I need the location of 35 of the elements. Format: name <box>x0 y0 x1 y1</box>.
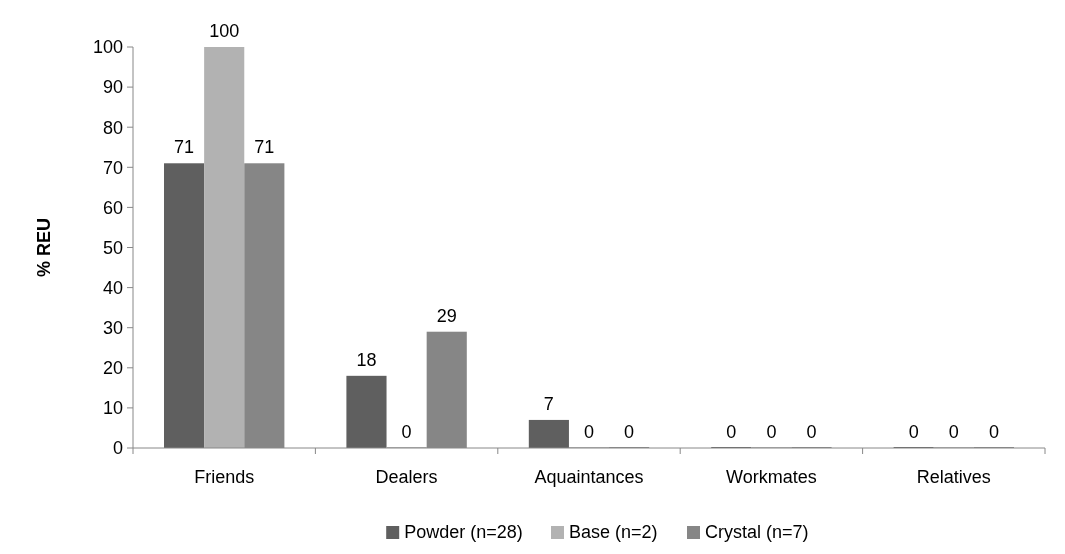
y-tick-label: 50 <box>102 237 123 258</box>
data-label: 18 <box>356 349 377 370</box>
data-label: 100 <box>209 21 240 41</box>
data-label: 0 <box>988 422 999 442</box>
legend-label: Base (n=2) <box>569 522 658 542</box>
y-tick-label: 10 <box>102 398 123 419</box>
y-tick-label: 0 <box>112 438 123 459</box>
y-tick-label: 20 <box>102 358 123 379</box>
y-tick-label: 100 <box>92 37 123 58</box>
data-label: 0 <box>583 422 595 442</box>
data-label: 0 <box>401 422 412 442</box>
legend-label: Powder (n=28) <box>404 522 523 542</box>
data-label: 71 <box>174 137 195 158</box>
data-label: 71 <box>254 137 275 158</box>
data-label: 0 <box>624 422 635 442</box>
y-tick-label: 70 <box>102 157 123 178</box>
y-tick-label: 60 <box>102 197 123 218</box>
legend-label: Crystal (n=7) <box>705 522 809 542</box>
y-tick-label: 90 <box>102 77 123 98</box>
data-label: 0 <box>948 422 959 442</box>
data-label: 0 <box>766 422 777 442</box>
x-tick-label: Dealers <box>375 467 438 487</box>
y-tick-label: 30 <box>102 318 123 338</box>
x-tick-label: Workmates <box>726 467 817 487</box>
data-label: 0 <box>908 422 919 442</box>
data-label: 7 <box>543 393 554 414</box>
y-tick-label: 40 <box>102 277 123 298</box>
x-tick-label: Relatives <box>916 467 991 487</box>
data-label: 0 <box>806 422 817 442</box>
data-label: 29 <box>436 305 457 326</box>
x-tick-label: Aquaintances <box>534 467 644 487</box>
x-tick-label: Friends <box>194 467 255 487</box>
y-tick-label: 80 <box>102 117 123 138</box>
y-axis-title: % REU <box>34 217 54 278</box>
data-label: 0 <box>726 422 737 442</box>
